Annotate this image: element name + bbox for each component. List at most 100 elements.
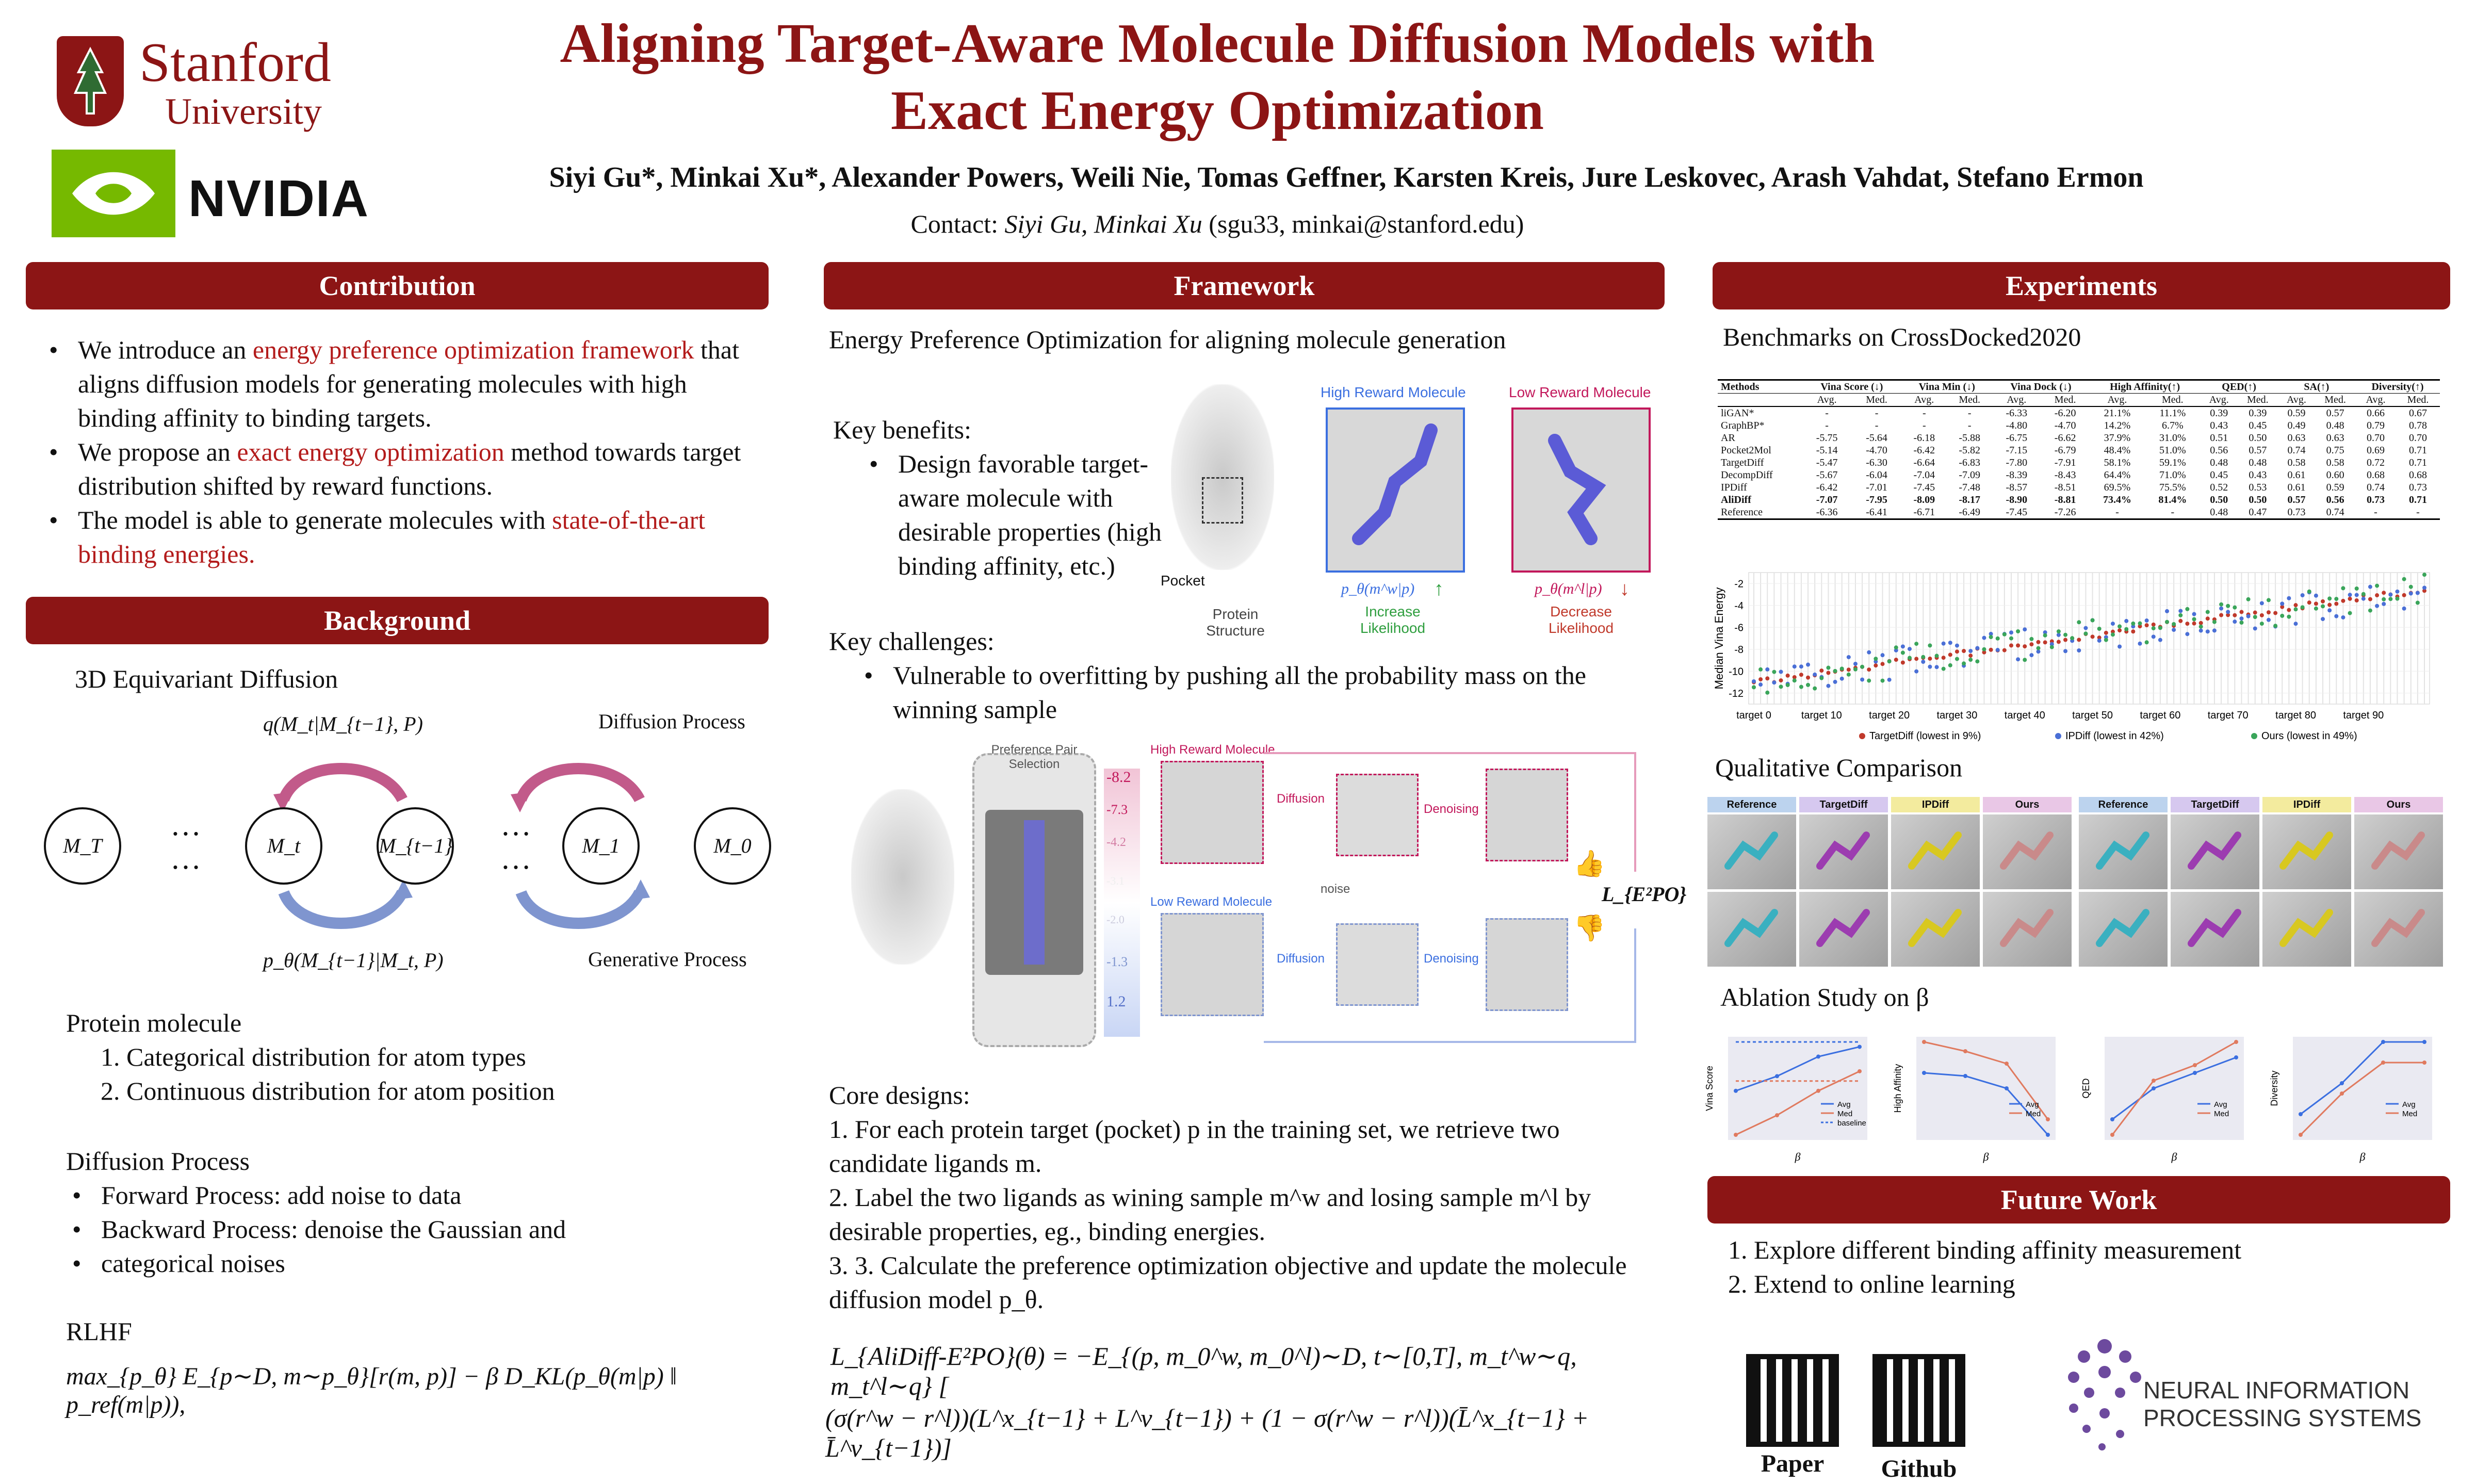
pocket-molecule-image (985, 810, 1083, 975)
paper-qr-code[interactable] (1746, 1354, 1839, 1447)
data-point (2280, 601, 2285, 606)
core-item: 3. 3. Calculate the preference optimizat… (829, 1251, 1627, 1314)
data-point (2266, 598, 2271, 602)
data-point (1765, 667, 1770, 672)
data-point (2056, 632, 2061, 637)
node-mt-minus-1: M_{t−1} (377, 807, 454, 885)
neurips-logo-icon (2068, 1339, 2141, 1450)
table-cell: 0.57 (2287, 494, 2306, 505)
data-point (2117, 644, 2122, 649)
ablation-charts: Vina Score β Avg Med baseline High Affinity β A… (1697, 1032, 2440, 1181)
challenge-item: Vulnerable to overfitting by pushing all… (864, 658, 1627, 726)
high-reward-label: High Reward Molecule (1150, 743, 1275, 757)
data-point (1934, 665, 1939, 670)
table-group-header: QED(↑) (2200, 380, 2278, 394)
contribution-item: We introduce an energy preference optimi… (49, 333, 751, 435)
table-cell: 0.45 (2210, 469, 2228, 481)
data-point (1900, 660, 1905, 665)
table-cell: 0.39 (2210, 407, 2228, 419)
framework-intro: Energy Preference Optimization for align… (829, 325, 1506, 354)
data-point (1894, 648, 1898, 653)
table-sub-header: Med. (2396, 393, 2440, 407)
table-cell: 0.45 (2249, 420, 2267, 431)
data-point (1752, 679, 1756, 683)
benefit-item: Design favorable target-aware molecule w… (869, 447, 1179, 583)
table-cell: -6.36 (1816, 507, 1838, 518)
table-cell: -7.26 (2054, 507, 2076, 518)
data-point (1982, 650, 1986, 655)
data-point (2293, 622, 2298, 626)
data-point (2327, 596, 2332, 601)
data-point (2327, 602, 2332, 607)
qual-molecule-image (1799, 892, 1888, 967)
data-point (1765, 690, 1770, 695)
data-point (2246, 614, 2251, 618)
data-point (2097, 638, 2102, 643)
table-cell: 0.61 (2287, 482, 2306, 493)
core-item: 2. Label the two ligands as wining sampl… (829, 1183, 1591, 1246)
data-point (1826, 665, 1831, 670)
qual-molecule-image (2079, 814, 2168, 889)
github-qr-code[interactable] (1872, 1354, 1965, 1447)
title-line-2: Exact Energy Optimization (891, 80, 1544, 141)
noisy-winner-image (1336, 774, 1419, 856)
data-point (1826, 671, 1831, 675)
qual-molecule-image (2171, 892, 2259, 967)
ablation-legend-label: baseline (1837, 1119, 1866, 1128)
data-point (2422, 573, 2426, 577)
table-cell: 0.60 (2326, 469, 2344, 481)
score-label: -1.3 (1106, 954, 1128, 969)
data-point (1846, 667, 1851, 672)
diffusion-list: Forward Process: add noise to data Backw… (72, 1178, 743, 1280)
data-point (2422, 589, 2426, 593)
data-point (2029, 653, 2034, 658)
table-cell: 0.73 (2287, 507, 2306, 518)
data-point (2321, 604, 2325, 609)
ablation-point (2340, 1081, 2344, 1085)
x-tick-label: target 30 (1936, 710, 1977, 721)
data-point (2063, 632, 2068, 637)
data-point (1941, 641, 1946, 646)
ablation-point (1858, 1045, 1862, 1049)
ablation-legend-label: Avg (1837, 1100, 1851, 1109)
node-m0: M_0 (694, 807, 771, 885)
ablation-point (2193, 1071, 2197, 1075)
qualitative-title: Qualitative Comparison (1715, 753, 1963, 782)
data-point (2314, 606, 2318, 611)
data-point (1968, 658, 1973, 662)
data-point (1826, 683, 1831, 688)
table-cell: 0.52 (2210, 482, 2228, 493)
ablation-point (2299, 1133, 2303, 1137)
table-cell: -8.90 (2006, 494, 2028, 505)
poster-title: Aligning Target-Aware Molecule Diffusion… (392, 10, 2043, 144)
data-point (1928, 643, 1932, 648)
data-point (1995, 636, 2000, 641)
table-cell: 48.4% (2104, 445, 2131, 456)
table-cell: -6.33 (2006, 407, 2028, 419)
data-point (2293, 607, 2298, 612)
table-cell: - (1967, 407, 1972, 419)
data-point (2192, 612, 2196, 616)
low-reward-label: Low Reward Molecule (1509, 384, 1651, 400)
table-cell: Pocket2Mol (1721, 445, 1771, 456)
ablation-plot-area (2105, 1037, 2244, 1140)
core-item: 1. For each protein target (pocket) p in… (829, 1115, 1560, 1178)
data-point (1900, 644, 1905, 649)
data-point (2341, 586, 2345, 591)
ablation-point (2005, 1062, 2009, 1066)
table-cell: 0.58 (2287, 457, 2306, 468)
data-point (2049, 642, 2054, 646)
data-point (2239, 610, 2244, 614)
table-cell: 0.47 (2249, 507, 2267, 518)
ablation-point (1963, 1049, 1967, 1053)
x-tick-label: target 80 (2275, 710, 2316, 721)
loss-equation-2: (σ(r^w − r^l))(L^x_{t−1} + L^v_{t−1}) + … (825, 1404, 1589, 1462)
data-point (2402, 593, 2406, 597)
table-cell: - (2171, 507, 2175, 518)
table-cell: 0.43 (2249, 469, 2267, 481)
table-group-header: Methods (1718, 380, 1802, 394)
data-point (1941, 656, 1946, 660)
table-cell: -5.47 (1816, 457, 1838, 468)
table-cell: 0.59 (2326, 482, 2344, 493)
data-point (1908, 656, 1912, 660)
